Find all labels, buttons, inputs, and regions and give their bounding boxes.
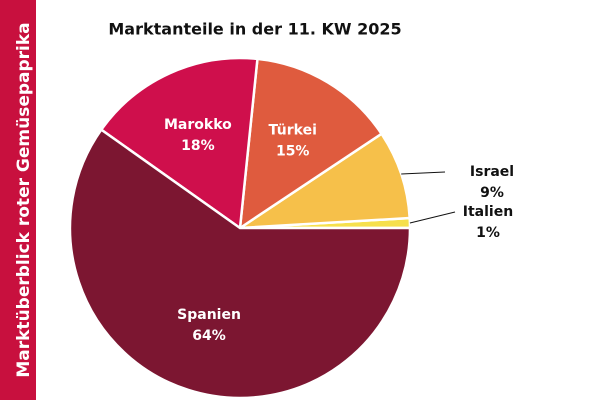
slice-label: Türkei xyxy=(269,123,317,139)
sidebar-text: Marktüberblick roter Gemüsepaprika xyxy=(14,22,34,377)
pie-slice xyxy=(99,56,259,231)
pie-slice xyxy=(68,127,412,400)
slice-value: 64% xyxy=(192,328,226,344)
pie-slice xyxy=(235,132,412,230)
leader-line xyxy=(409,211,456,224)
outside-value: 1% xyxy=(476,225,500,241)
slice-value: 15% xyxy=(276,144,310,160)
pie-slice xyxy=(238,57,384,231)
outside-label: Israel xyxy=(470,164,514,180)
slice-value: 18% xyxy=(181,138,215,154)
leader-line xyxy=(401,171,446,175)
slice-label: Spanien xyxy=(177,307,241,323)
slice-label: Marokko xyxy=(164,117,232,133)
chart-title: Marktanteile in der 11. KW 2025 xyxy=(108,20,401,39)
outside-value: 9% xyxy=(480,185,504,201)
outside-label: Italien xyxy=(463,204,513,220)
sidebar-band xyxy=(0,0,36,400)
